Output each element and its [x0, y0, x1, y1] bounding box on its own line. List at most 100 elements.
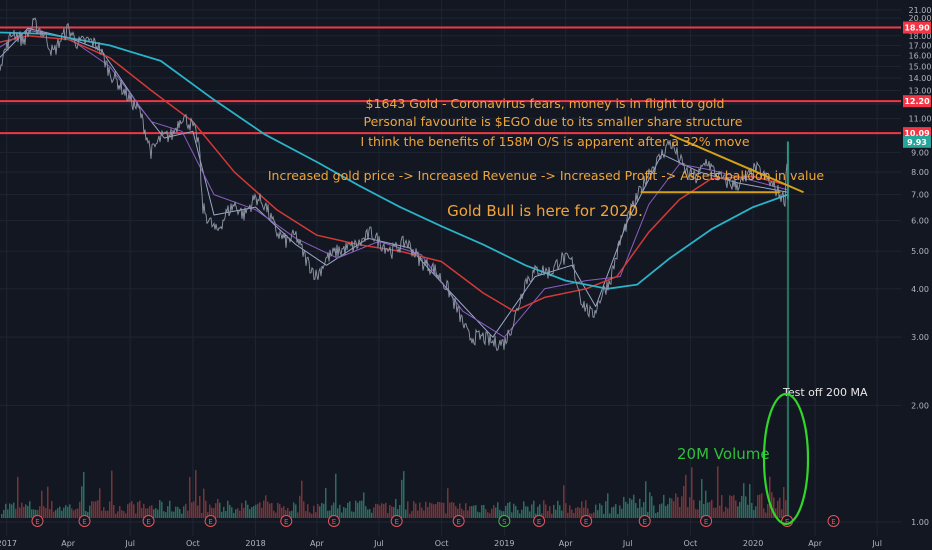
- volume-bar: [149, 506, 151, 518]
- volume-bar: [439, 502, 441, 518]
- volume-bar: [11, 504, 13, 518]
- volume-bar: [483, 504, 485, 518]
- volume-bar: [111, 470, 113, 518]
- x-tick-label: 2018: [245, 539, 265, 548]
- volume-bar: [331, 505, 333, 518]
- volume-bar: [7, 509, 9, 518]
- volume-bar: [519, 513, 521, 518]
- dividend-marker: [498, 515, 511, 527]
- volume-bar: [585, 500, 587, 518]
- volume-bar: [183, 506, 185, 518]
- x-tick-label: Oct: [435, 539, 449, 548]
- volume-bar: [307, 504, 309, 518]
- volume-bar: [287, 507, 289, 518]
- volume-bar: [687, 507, 689, 518]
- annotation-line-2: Personal favourite is $EGO due to its sm…: [364, 114, 743, 129]
- y-tick-label: 2.00: [911, 401, 929, 410]
- volume-bar: [559, 505, 561, 518]
- volume-bar: [253, 506, 255, 518]
- volume-bar: [503, 511, 505, 518]
- y-tick-label: 15.00: [909, 62, 932, 71]
- earnings-marker-label: E: [456, 518, 460, 526]
- volume-bar: [685, 474, 687, 518]
- volume-bar: [435, 504, 437, 518]
- volume-bar: [51, 501, 53, 518]
- volume-bar: [317, 503, 319, 518]
- volume-bar: [761, 493, 763, 518]
- volume-bar: [651, 496, 653, 518]
- volume-bar: [115, 513, 117, 518]
- volume-bar: [637, 508, 639, 518]
- earnings-marker: [280, 515, 293, 527]
- annotation-line-3: I think the benefits of 158M O/S is appa…: [360, 134, 749, 149]
- volume-bar: [529, 511, 531, 518]
- volume-bar: [303, 501, 305, 518]
- volume-bar: [265, 495, 267, 518]
- annotation-volume: 20M Volume: [677, 445, 770, 463]
- volume-bar: [43, 506, 45, 518]
- volume-bar: [299, 495, 301, 518]
- volume-bar: [223, 506, 225, 518]
- earnings-marker-label: E: [284, 518, 288, 526]
- volume-bar: [27, 505, 29, 518]
- volume-bar: [671, 498, 673, 518]
- volume-bar: [777, 500, 779, 518]
- volume-bar: [233, 512, 235, 518]
- volume-bar: [133, 504, 135, 518]
- volume-bar: [363, 492, 365, 518]
- volume-bar: [505, 505, 507, 518]
- volume-bar: [333, 502, 335, 518]
- volume-bar: [437, 501, 439, 518]
- volume-bar: [145, 508, 147, 518]
- volume-bar: [457, 508, 459, 518]
- volume-bar: [485, 509, 487, 518]
- volume-bar: [431, 503, 433, 518]
- volume-bar: [381, 503, 383, 518]
- y-tick-label: 8.00: [911, 168, 929, 177]
- x-tick-label: Apr: [61, 539, 76, 548]
- volume-bar: [289, 511, 291, 518]
- volume-bar: [135, 513, 137, 518]
- volume-bar: [749, 484, 751, 518]
- volume-bar: [319, 506, 321, 518]
- volume-bar: [337, 508, 339, 518]
- volume-bar: [425, 501, 427, 518]
- volume-bar: [269, 503, 271, 518]
- volume-bar: [365, 506, 367, 518]
- volume-bar: [461, 508, 463, 518]
- y-tick-label: 1.00: [911, 518, 929, 527]
- volume-bar: [545, 504, 547, 518]
- volume-bar: [73, 510, 75, 518]
- x-tick-label: Oct: [683, 539, 697, 548]
- volume-bar: [533, 500, 535, 518]
- x-tick-label: 2017: [0, 539, 17, 548]
- volume-bar: [557, 500, 559, 518]
- volume-bar: [247, 504, 249, 518]
- trendlines: [640, 133, 804, 194]
- volume-bar: [577, 506, 579, 518]
- volume-bar: [747, 504, 749, 518]
- y-tick-label: 9.00: [911, 148, 929, 157]
- earnings-marker: [638, 515, 651, 527]
- x-tick-label: Apr: [808, 539, 823, 548]
- earnings-marker-label: E: [208, 518, 212, 526]
- volume-bar: [283, 506, 285, 518]
- volume-bar: [653, 505, 655, 518]
- price-tag-label: 9.93: [907, 138, 927, 147]
- volume-bar: [225, 511, 227, 518]
- volume-bar: [609, 513, 611, 518]
- volume-bar: [487, 512, 489, 518]
- volume-bar: [185, 503, 187, 518]
- volume-bar: [217, 498, 219, 518]
- volume-bar: [721, 495, 723, 518]
- x-tick-label: Jul: [124, 539, 135, 548]
- volume-bar: [631, 499, 633, 518]
- volume-bar: [717, 466, 719, 518]
- volume-bar: [689, 497, 691, 518]
- volume-bar: [715, 507, 717, 518]
- volume-bar: [583, 507, 585, 518]
- volume-bar: [103, 507, 105, 518]
- volume-bar: [89, 505, 91, 518]
- volume-bar: [561, 510, 563, 518]
